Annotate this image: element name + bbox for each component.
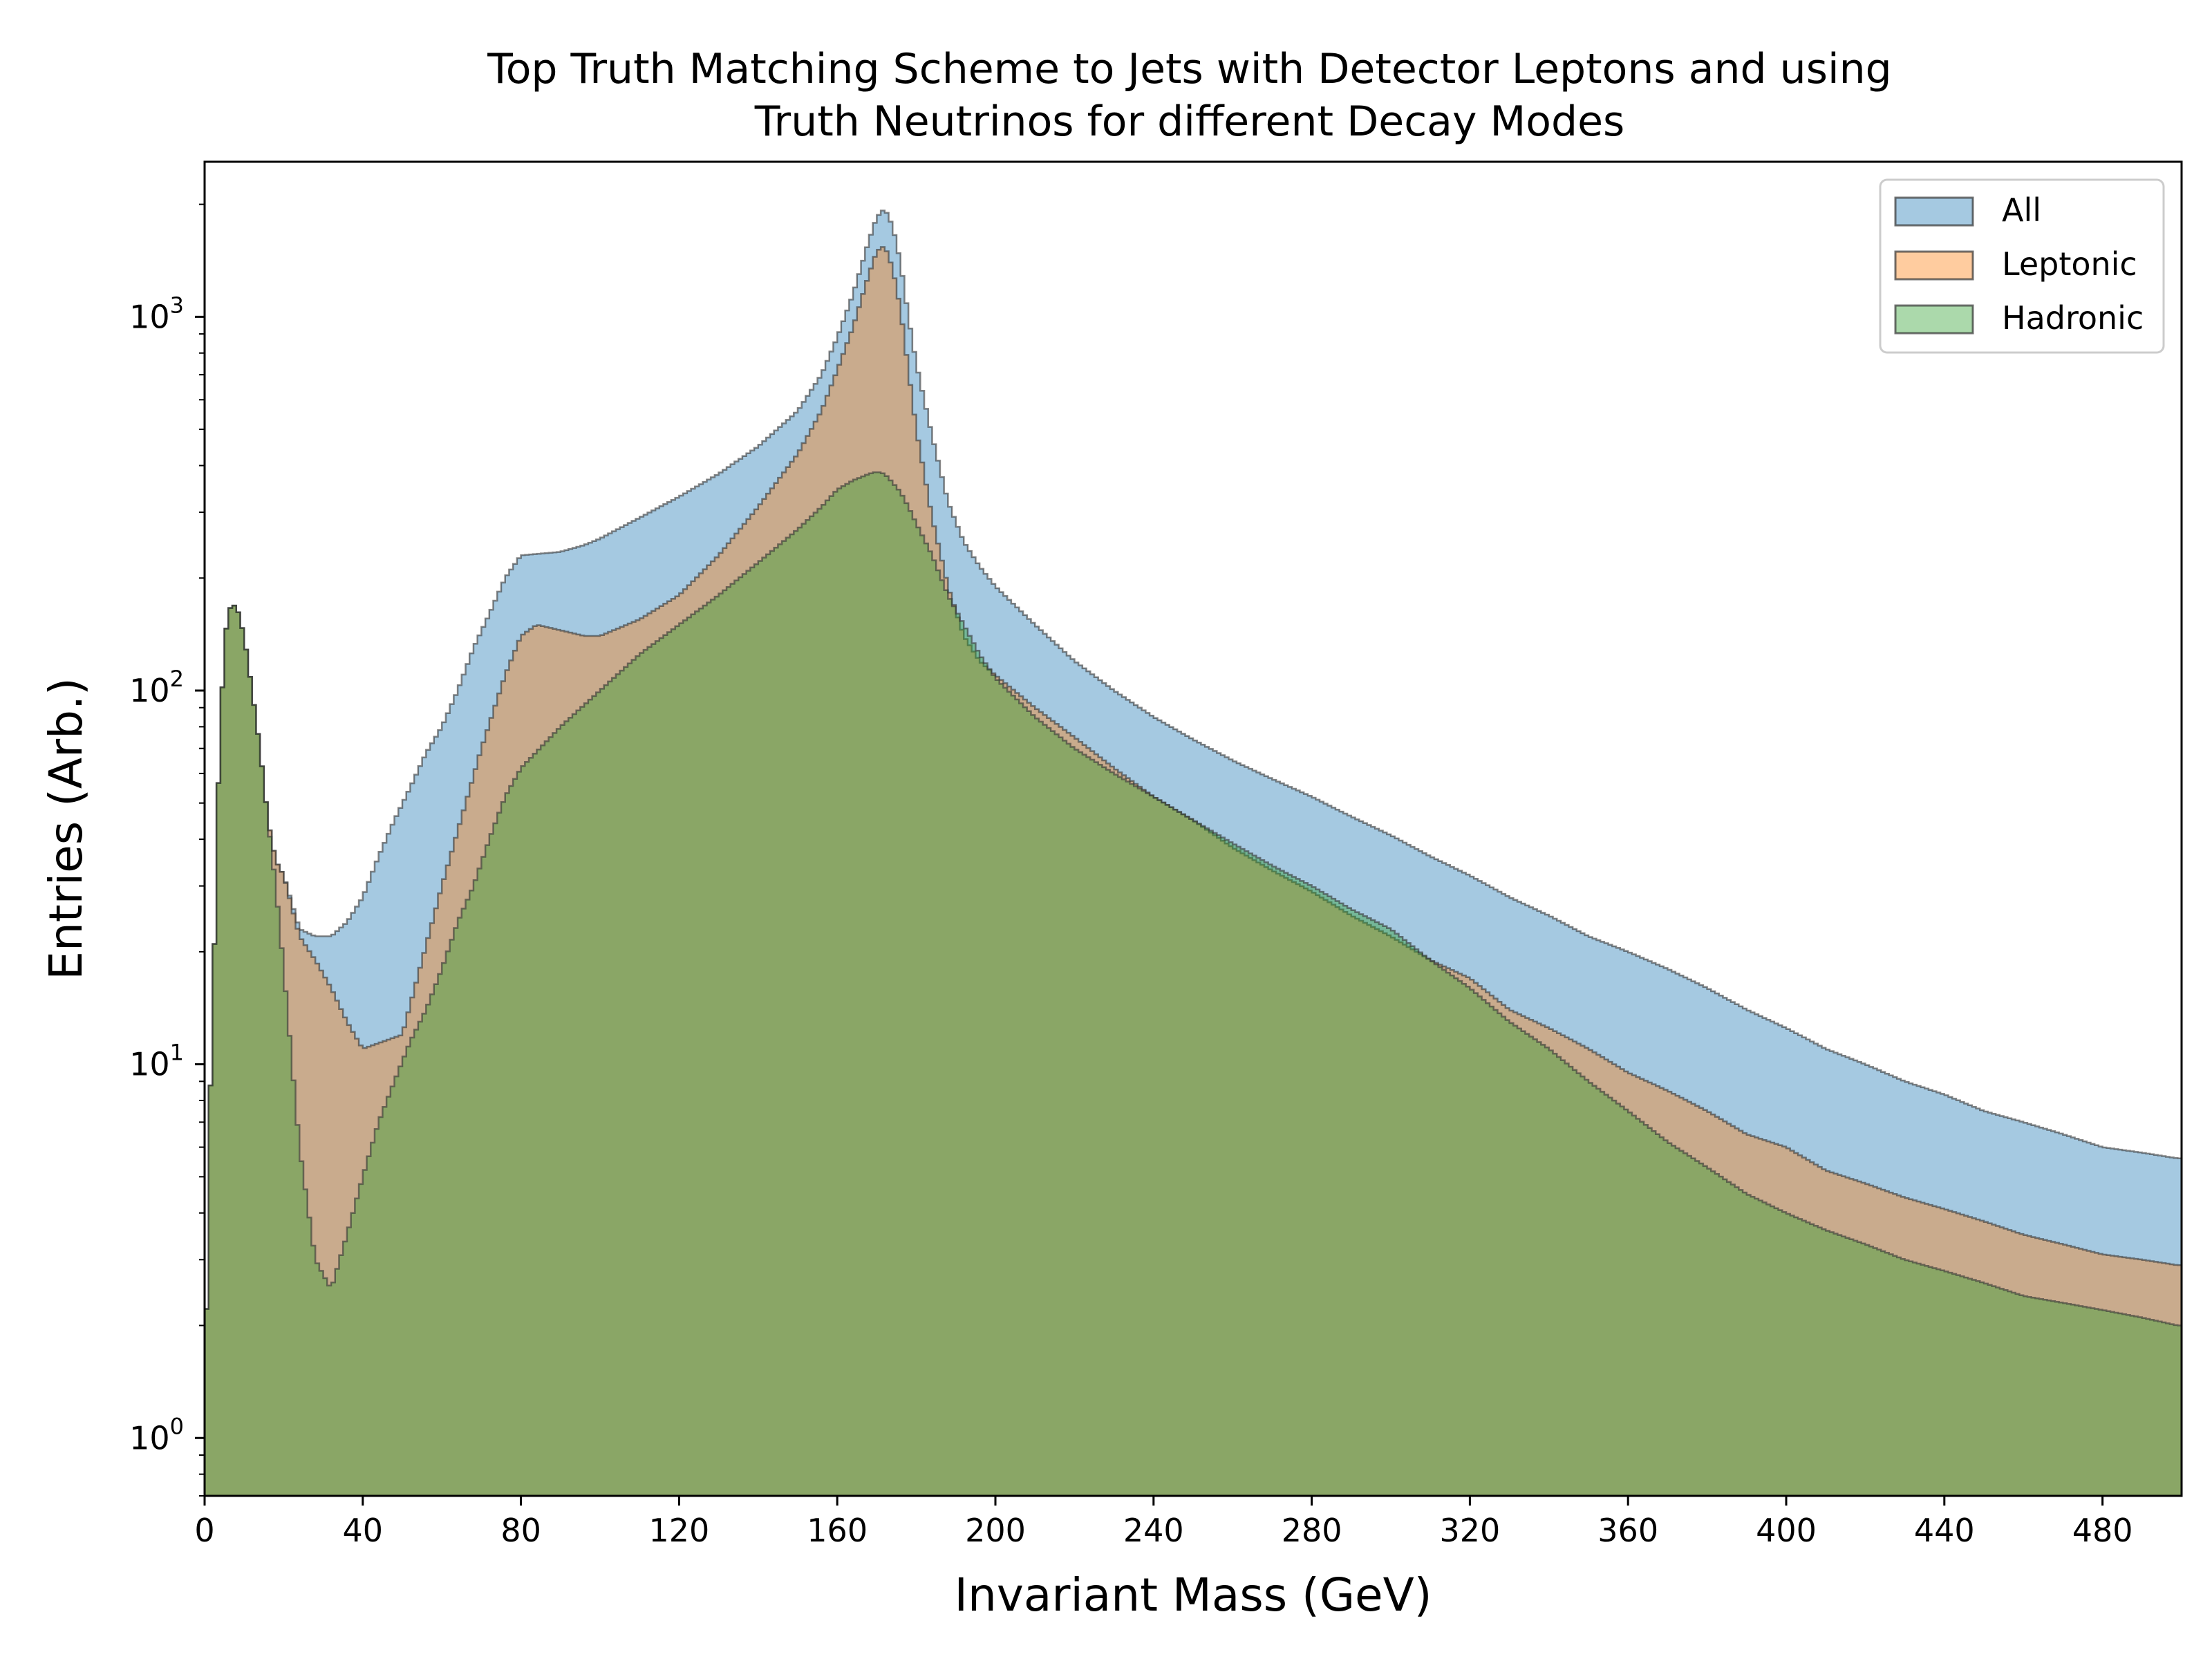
x-tick-label: 440 <box>1914 1512 1975 1549</box>
y-axis: 100 101 102 103 <box>129 203 205 1497</box>
x-tick-label: 480 <box>2072 1512 2133 1549</box>
series-hadronic-histogram <box>205 471 2182 1496</box>
legend-frame <box>1879 178 2165 354</box>
x-axis-label: Invariant Mass (GeV) <box>955 1568 1432 1622</box>
legend-swatch-hadronic <box>1894 304 1974 335</box>
x-tick-label: 320 <box>1439 1512 1500 1549</box>
y-axis-label: Entries (Arb.) <box>39 677 93 980</box>
chart-title-line-1: Top Truth Matching Scheme to Jets with D… <box>487 45 1892 93</box>
x-tick-label: 120 <box>648 1512 709 1549</box>
x-tick-label: 80 <box>500 1512 541 1549</box>
y-tick-label: 103 <box>129 292 184 335</box>
x-tick-label: 40 <box>343 1512 384 1549</box>
y-tick-label: 100 <box>129 1413 184 1456</box>
x-tick-label: 160 <box>807 1512 868 1549</box>
y-tick-label: 101 <box>129 1040 184 1083</box>
chart-title-line-2: Truth Neutrinos for different Decay Mode… <box>754 97 1625 146</box>
legend-label-hadronic: Hadronic <box>2002 299 2144 337</box>
series-all-histogram <box>205 209 2182 1496</box>
plot-frame <box>203 160 2183 1497</box>
x-tick-label: 240 <box>1123 1512 1184 1549</box>
y-tick-label: 102 <box>129 666 184 709</box>
series-layer <box>205 209 2182 1496</box>
x-tick-label: 0 <box>194 1512 214 1549</box>
legend: All Leptonic Hadronic <box>1879 178 2165 354</box>
x-tick-label: 280 <box>1282 1512 1342 1549</box>
legend-swatch-leptonic <box>1894 250 1974 281</box>
legend-swatch-all <box>1894 196 1974 227</box>
x-tick-label: 360 <box>1597 1512 1658 1549</box>
legend-label-all: All <box>2002 191 2041 229</box>
legend-label-leptonic: Leptonic <box>2002 245 2137 283</box>
x-axis: 0 40 80 120 160 200 240 280 320 360 400 440 480 <box>194 1496 2133 1549</box>
x-tick-label: 400 <box>1756 1512 1817 1549</box>
x-tick-label: 200 <box>965 1512 1026 1549</box>
